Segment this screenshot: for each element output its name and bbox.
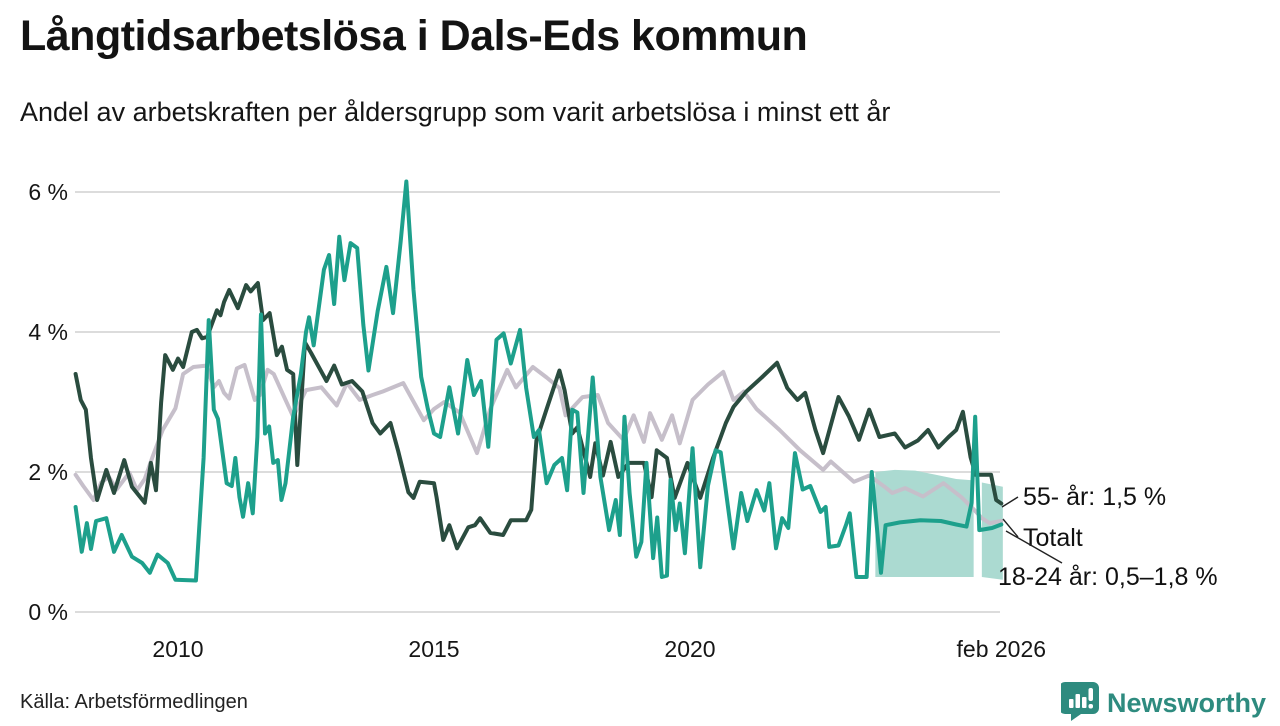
band-segment-1 — [981, 482, 1003, 580]
y-tick-label: 2 % — [28, 459, 68, 485]
annotation-label-1: Totalt — [1023, 524, 1083, 552]
annotation-label-0: 55- år: 1,5 % — [1023, 483, 1166, 511]
y-axis-labels: 0 % 2 % 4 % 6 % — [28, 179, 68, 625]
annotation-leader-2 — [1005, 530, 1063, 564]
source-caption: Källa: Arbetsförmedlingen — [20, 691, 248, 713]
x-tick-label: 2020 — [664, 636, 715, 662]
series-line-totalt — [73, 362, 1004, 526]
y-tick-label: 6 % — [28, 179, 68, 205]
annotation-leader-0 — [1001, 496, 1019, 508]
brand-name: Newsworthy — [1106, 688, 1266, 718]
bar-chart-speech-bubble-icon — [1058, 681, 1099, 726]
band-segment-0 — [875, 469, 974, 577]
series-line-55-r — [73, 281, 1004, 551]
y-tick-label: 0 % — [28, 599, 68, 625]
x-axis-labels: 2010 2015 2020 feb 2026 — [152, 636, 1046, 662]
brand-footer: Newsworthy — [1058, 681, 1266, 726]
annotation-label-2: 18-24 år: 0,5–1,8 % — [998, 563, 1218, 591]
page-title: Långtidsarbetslösa i Dals-Eds kommun — [20, 12, 808, 60]
annotations: 55- år: 1,5 % Totalt 18-24 år: 0,5–1,8 % — [998, 483, 1218, 591]
series-line-18-24-r — [73, 179, 1004, 583]
annotation-leader-1 — [1002, 518, 1019, 538]
gridlines — [75, 191, 1000, 613]
series-lines — [73, 179, 1004, 583]
y-tick-label: 4 % — [28, 319, 68, 345]
x-tick-label: 2010 — [152, 636, 203, 662]
confidence-band — [875, 469, 1003, 580]
page-subtitle: Andel av arbetskraften per åldersgrupp s… — [20, 97, 891, 127]
x-tick-label: feb 2026 — [957, 636, 1047, 662]
x-tick-label: 2015 — [408, 636, 459, 662]
